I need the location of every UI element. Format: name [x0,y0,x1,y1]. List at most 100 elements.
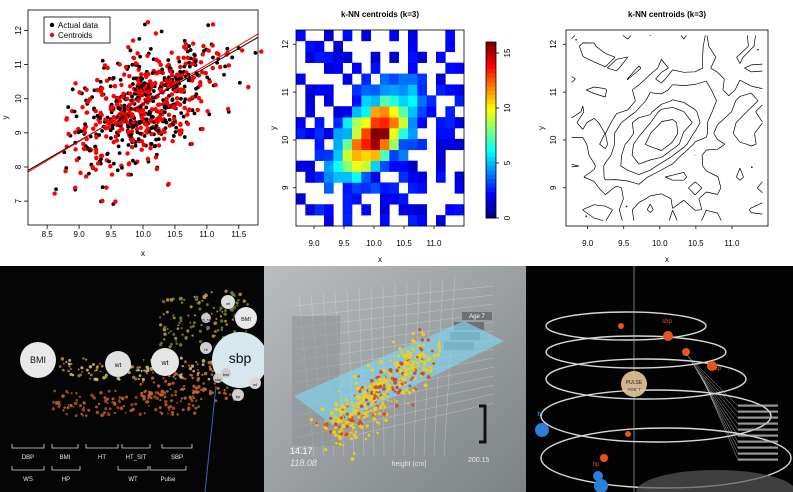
heatmap-cell [305,84,315,96]
vr-dot [206,326,210,330]
x-tick-label: 10.5 [688,239,704,248]
vr-dot [90,393,94,398]
vr-dot [202,387,206,391]
vr-bubble-label: wt [253,382,258,387]
vr-cloud-point [372,417,377,421]
vr-cloud-point [410,378,413,382]
contour-chart: k-NN centroids (k=3) 9.0 9.5 10.0 10.5 11.0 9 1… [537,10,769,264]
actual-data-point [188,48,193,52]
vr-dot [175,342,178,345]
vr-dot [68,365,71,368]
centroid-point [95,77,100,83]
actual-data-point [64,166,69,170]
vr-cloud-point [378,405,383,410]
centroid-point [148,119,154,124]
centroid-point [170,138,175,144]
vr-dot [66,406,70,410]
heatmap-cell [305,106,315,118]
centroid-point [184,70,189,75]
vr-dot [118,395,122,400]
actual-data-point [160,67,165,72]
colorbar-segment [486,147,496,153]
heatmap-cell [408,106,418,118]
contour-level-path [571,35,763,221]
centroid-point [155,109,161,114]
vr-dot [68,362,71,366]
vr-cloud-point [385,382,390,386]
vr-dot [214,399,218,403]
colorbar-segment [486,174,496,179]
vr-dot [174,390,178,394]
vr-dot [119,406,124,410]
vr-cloud-point [430,349,434,353]
actual-data-point [207,112,212,117]
heatmap-cell [380,149,390,161]
centroid-point [119,127,125,132]
heatmap-cell [370,117,381,129]
vr-bubble [200,342,212,354]
y-tick-label: 9 [281,185,290,190]
vr-dot [108,407,112,411]
stray-point [575,39,577,41]
centroid-point [168,69,173,74]
heatmap-cell [342,149,353,161]
actual-data-point [192,111,197,116]
vr-cloud-point [403,368,408,373]
heatmap-cell [417,215,427,227]
vr-cloud-point [339,432,344,436]
vr-dot [104,373,108,377]
vr-dot [210,360,213,363]
centroid-point [136,98,141,103]
heatmap-cell [314,171,325,183]
vr-dot [198,307,202,311]
vr-dot [187,314,190,317]
colorbar-segment [486,59,496,65]
heatmap-cell [305,95,315,107]
vr-dot [193,314,196,317]
centroid-point [178,64,183,70]
vr-dot [193,295,196,299]
actual-data-point [137,37,142,41]
vr-dot [143,390,147,394]
vr-cloud-point [357,396,361,400]
vr-dot [142,394,146,398]
vr-axis-label: BMI [60,455,71,461]
vr-cloud-point [382,375,386,379]
vr-dot [131,365,135,369]
vr-dot [195,399,198,402]
heatmap-cell [342,128,353,140]
centroid-point [138,125,144,130]
heatmap-cell [352,84,362,96]
centroid-point [118,121,123,126]
vr-axis-value: 118.08 [290,458,317,468]
heatmap-cell [408,160,418,172]
heatmap-cell [454,138,465,151]
actual-data-point [142,81,147,85]
vr-dot [225,323,228,326]
centroid-point [207,79,212,84]
vr-dot [82,401,86,405]
vr-dot [181,408,185,412]
colorbar-segment [486,46,496,52]
heatmap-cell [342,193,353,205]
actual-data-point [134,76,138,81]
heatmap-cell [445,138,455,151]
heatmap-panel: k-NN centroids (k=3) 9.0 9.5 10.0 10.5 11.0 9 1… [264,0,528,266]
vr-dot [79,404,82,408]
actual-data-point [142,22,147,27]
actual-data-point [202,49,206,53]
vr-dot [166,389,169,393]
centroid-point [174,72,180,77]
heatmap-cell [408,182,418,194]
centroid-point [52,191,57,196]
centroid-point [81,141,86,147]
centroid-point [156,69,162,74]
vr-dot [82,357,85,360]
actual-data-point [116,106,121,110]
vr-dot [168,408,171,411]
colorbar-segment [486,112,496,118]
vr-dot [183,387,186,390]
y-axis-label: y [537,126,546,130]
vr-dot [163,332,167,336]
vr-dot [98,362,101,365]
